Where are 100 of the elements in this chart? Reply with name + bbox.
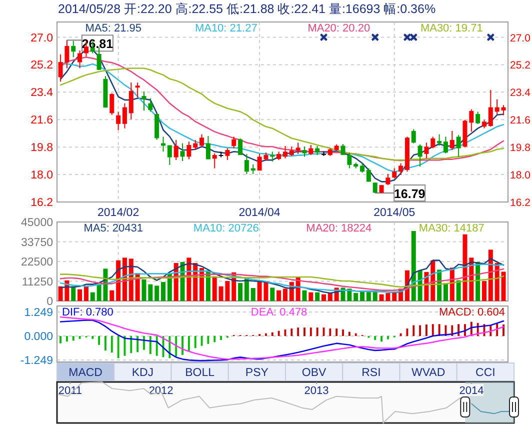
line-series (60, 264, 504, 293)
candlestick (96, 46, 102, 70)
y-tick-label: 0.000 (24, 331, 53, 344)
candlestick (424, 142, 429, 159)
bar (110, 290, 114, 301)
y2-tick-label: 19.8 (510, 142, 531, 154)
candlestick (193, 139, 198, 150)
bar (71, 286, 76, 301)
x-tick-label: 2011 (58, 385, 82, 397)
line-series (60, 274, 504, 288)
bar (411, 230, 416, 301)
bar (501, 272, 506, 301)
bar (154, 286, 160, 301)
candlestick (128, 82, 134, 120)
candlestick (386, 173, 390, 186)
text: KDJ (132, 367, 154, 379)
x-tick-label: 2014/05 (374, 207, 416, 219)
bar (161, 282, 166, 301)
text: MA20: 18224 (306, 222, 372, 234)
candlestick (270, 151, 275, 162)
series-label: DIF: 0.780 (62, 306, 114, 318)
bar (308, 292, 314, 301)
y-tick-label: 27.0 (30, 32, 53, 44)
candlestick (494, 98, 500, 116)
candlestick (392, 168, 397, 179)
series-label: MACD: 0.604 (438, 306, 505, 318)
y2-tick-label: 23.4 (510, 87, 531, 100)
bar (78, 289, 82, 301)
series-label: MA5: 21.95 (85, 22, 142, 34)
x-tick-label: 2014/02 (98, 207, 140, 219)
x-tick-label: 2014/04 (238, 207, 281, 219)
text: MA30: 14187 (418, 222, 484, 234)
y-tick-label: 45000 (21, 217, 53, 229)
bar (276, 290, 282, 301)
text: MA20: 20.20 (308, 22, 370, 34)
y-tick-label: 19.8 (30, 142, 53, 154)
candlestick (308, 144, 314, 156)
bar (360, 292, 365, 301)
candlestick (437, 134, 442, 146)
candlestick (302, 146, 307, 158)
bar (315, 292, 320, 301)
x-tick-label: 2013 (304, 385, 329, 397)
candlestick (443, 136, 448, 154)
y-tick-label: -1.249 (20, 355, 53, 368)
bar (270, 288, 275, 301)
candlestick (469, 108, 474, 132)
candlestick (225, 148, 230, 161)
y2-tick-label: 27.0 (510, 32, 531, 44)
candlestick (282, 146, 288, 159)
y-tick-label: 22500 (21, 256, 53, 268)
candlestick (78, 50, 82, 69)
candlestick (167, 144, 172, 166)
candlestick (212, 152, 217, 169)
candlestick (180, 142, 185, 162)
bar (392, 292, 397, 301)
text: WVAD (411, 367, 446, 379)
annotation: 16.79 (394, 187, 426, 201)
chart-title: 2014/05/28 开:22.20 高:22.55 低:21.88 收:22.41 量:16693 幅:0.36% (58, 1, 436, 16)
text: MACD (68, 367, 102, 379)
text: MA30: 19.71 (420, 22, 483, 34)
candlestick (122, 102, 127, 129)
line-series (60, 268, 504, 291)
candlestick (186, 141, 192, 160)
candlestick (488, 89, 493, 128)
y-tick-label: 33750 (21, 236, 53, 249)
y-tick-label: 18.0 (30, 170, 53, 182)
y-tick-label: 0 (46, 296, 53, 308)
candlestick (366, 168, 371, 182)
text: MA5: 20431 (84, 222, 144, 234)
bar (322, 294, 326, 301)
candlestick (372, 182, 378, 194)
bar (354, 292, 358, 301)
bar (443, 283, 448, 301)
text: RSI (362, 367, 381, 379)
candlestick (347, 152, 352, 169)
candlestick (289, 146, 294, 156)
candlestick (360, 162, 365, 174)
y-tick-label: 23.4 (30, 87, 54, 100)
candlestick (296, 142, 300, 154)
bar (148, 284, 153, 301)
bar (142, 279, 146, 301)
bar (328, 292, 332, 301)
y-tick-label: 16.2 (30, 197, 53, 209)
bar (482, 281, 486, 301)
bar (366, 292, 371, 301)
text: PSY (245, 367, 269, 379)
text: MA10: 21.27 (194, 22, 258, 34)
candlestick (238, 138, 243, 156)
candlestick (450, 130, 454, 150)
candlestick (501, 104, 506, 116)
y-tick-label: 1.249 (24, 306, 53, 319)
y2-tick-label: 21.6 (510, 114, 531, 127)
candlestick (244, 153, 249, 174)
candlestick (232, 136, 236, 149)
line-series (60, 258, 504, 294)
y2-tick-label: 16.2 (510, 197, 531, 209)
candlestick (398, 162, 404, 176)
candlestick (411, 128, 416, 144)
candlestick (71, 40, 76, 58)
candlestick (110, 92, 114, 116)
